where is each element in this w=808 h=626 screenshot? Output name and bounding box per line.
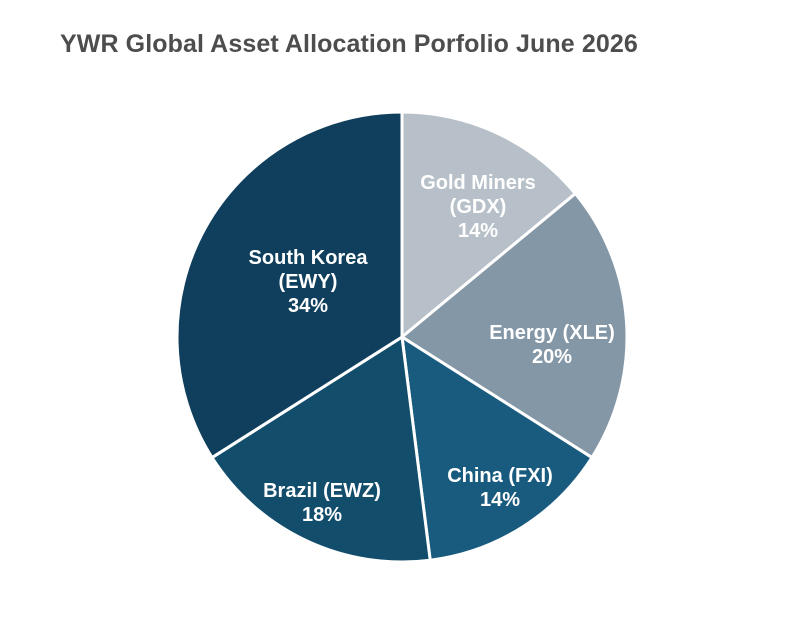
slice-label: China (FXI) 14%	[447, 465, 553, 511]
slice-label-line: 34%	[288, 295, 328, 317]
slice-label-line: (EWY)	[279, 271, 338, 293]
pie-slice	[400, 192, 629, 460]
pie-slice	[400, 110, 577, 339]
slice-label-line: Energy (XLE)	[489, 322, 615, 344]
chart-title: YWR Global Asset Allocation Porfolio Jun…	[60, 30, 638, 58]
pie-slice	[175, 110, 404, 460]
slice-label-line: Gold Miners	[420, 172, 536, 194]
slice-label-line: 18%	[302, 504, 342, 526]
slice-label-line: (GDX)	[450, 196, 507, 218]
slice-label-line: Brazil (EWZ)	[263, 480, 381, 502]
slice-label: South Korea (EWY) 34%	[249, 247, 369, 317]
slice-label-line: China (FXI)	[447, 465, 553, 487]
slice-label-line: 14%	[458, 220, 498, 242]
slice-label-line: South Korea	[249, 247, 369, 269]
slice-label: Energy (XLE) 20%	[489, 322, 615, 368]
pie-slice	[400, 335, 594, 562]
slice-label-line: 20%	[532, 346, 572, 368]
pie-slice	[210, 335, 432, 564]
slice-label: Gold Miners (GDX) 14%	[420, 172, 536, 242]
slice-label-line: 14%	[480, 489, 520, 511]
slice-label: Brazil (EWZ) 18%	[263, 480, 381, 526]
